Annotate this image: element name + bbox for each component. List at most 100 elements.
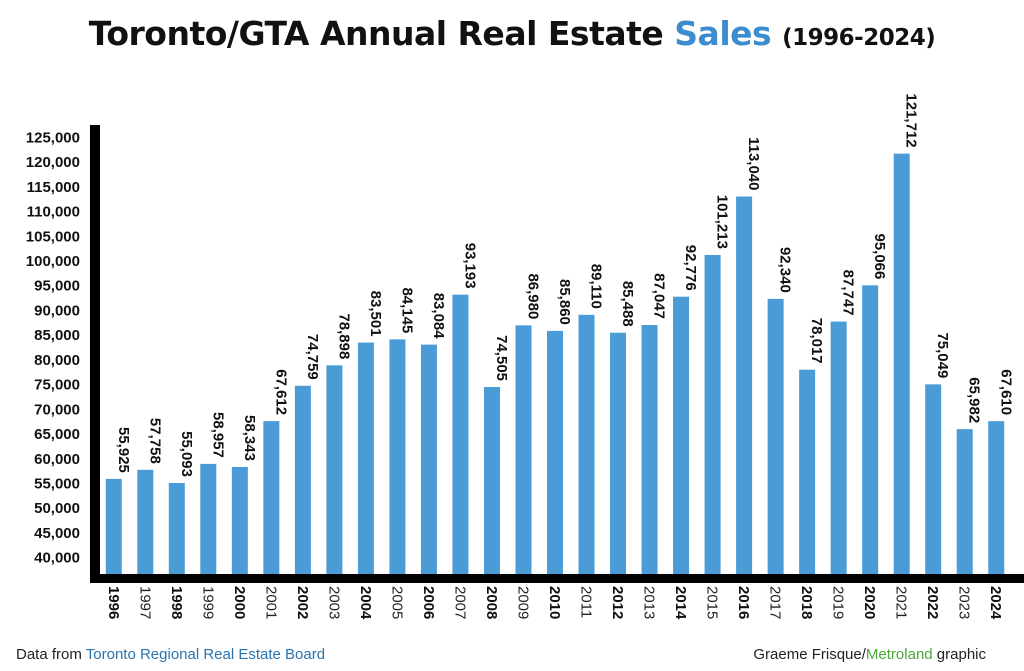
x-tick-label: 1997 — [136, 586, 153, 619]
bar — [294, 385, 311, 574]
data-label: 84,145 — [398, 287, 415, 333]
x-tick-label: 2007 — [451, 586, 468, 619]
bar — [515, 325, 532, 574]
data-label: 67,612 — [272, 369, 289, 415]
chart-title: Toronto/GTA Annual Real Estate Sales (19… — [0, 14, 1024, 53]
data-label: 85,860 — [556, 279, 573, 325]
bar — [704, 254, 721, 574]
bar — [105, 478, 122, 574]
x-tick-label: 1998 — [168, 586, 185, 619]
y-tick-label: 110,000 — [27, 204, 80, 221]
data-label: 92,340 — [777, 247, 794, 293]
data-label: 89,110 — [588, 264, 605, 309]
x-tick-label: 2010 — [546, 586, 563, 619]
data-label: 78,017 — [808, 318, 825, 364]
source-link[interactable]: Toronto Regional Real Estate Board — [85, 646, 326, 663]
x-tick-label: 2011 — [578, 586, 595, 618]
data-label: 58,343 — [241, 415, 258, 461]
bar — [767, 298, 784, 574]
bar — [830, 321, 847, 574]
bar — [357, 342, 374, 574]
data-label: 85,488 — [619, 281, 636, 327]
bar — [736, 196, 753, 574]
y-tick-label: 90,000 — [34, 302, 80, 319]
x-tick-label: 2001 — [262, 586, 279, 619]
bar — [547, 330, 563, 574]
x-tick-label: 2022 — [924, 586, 941, 619]
data-label: 95,066 — [871, 233, 888, 279]
data-label: 83,084 — [430, 293, 447, 340]
y-tick-label: 95,000 — [34, 278, 80, 295]
x-axis-line — [90, 574, 1024, 583]
x-tick-label: 2020 — [861, 586, 878, 619]
title-years: (1996-2024) — [782, 25, 936, 51]
y-axis-line — [90, 125, 100, 578]
y-tick-label: 85,000 — [34, 327, 80, 344]
y-tick-label: 40,000 — [34, 550, 80, 567]
y-tick-label: 105,000 — [26, 228, 80, 245]
data-label: 65,982 — [966, 377, 983, 423]
x-tick-label: 2015 — [704, 586, 721, 619]
bar — [610, 332, 627, 574]
data-label: 74,759 — [304, 334, 321, 380]
data-label: 113,040 — [745, 137, 762, 190]
y-tick-label: 125,000 — [26, 129, 80, 146]
source-note: Data from Toronto Regional Real Estate B… — [16, 646, 325, 663]
y-tick-label: 75,000 — [34, 377, 80, 394]
data-label: 57,758 — [146, 418, 163, 464]
x-tick-label: 2024 — [987, 586, 1004, 620]
y-tick-label: 65,000 — [34, 426, 80, 443]
data-label: 78,898 — [335, 313, 352, 359]
data-label: 87,747 — [840, 270, 857, 316]
bar — [263, 421, 280, 574]
x-tick-label: 1999 — [199, 586, 216, 619]
x-tick-label: 2005 — [388, 586, 405, 619]
x-tick-label: 2009 — [514, 586, 531, 619]
bar — [862, 285, 879, 574]
y-tick-label: 115,000 — [27, 179, 80, 196]
data-label: 93,193 — [461, 243, 478, 289]
title-highlight: Sales — [674, 14, 772, 53]
data-label: 67,610 — [997, 369, 1014, 415]
bar — [420, 344, 437, 574]
y-tick-label: 70,000 — [34, 401, 80, 418]
credit-name: Graeme Frisque/ — [753, 646, 866, 663]
x-tick-label: 2000 — [231, 586, 248, 619]
bar — [483, 387, 500, 574]
bar — [673, 296, 690, 574]
x-tick-label: 2008 — [483, 586, 500, 619]
data-label: 121,712 — [903, 93, 920, 147]
x-tick-label: 2019 — [830, 586, 847, 619]
data-label: 83,501 — [367, 291, 384, 337]
y-tick-label: 80,000 — [34, 352, 80, 369]
bar — [956, 429, 973, 574]
x-tick-label: 2018 — [798, 586, 815, 619]
bar — [893, 153, 910, 574]
bar — [641, 325, 658, 574]
bar — [200, 463, 217, 574]
x-tick-label: 2014 — [672, 586, 689, 620]
x-tick-label: 2006 — [420, 586, 437, 619]
y-tick-label: 55,000 — [34, 475, 80, 492]
x-tick-label: 2021 — [893, 586, 910, 619]
bar — [137, 469, 154, 574]
x-tick-label: 2023 — [956, 586, 973, 619]
data-label: 75,049 — [934, 332, 951, 378]
x-tick-label: 2013 — [641, 586, 658, 619]
data-label: 58,957 — [209, 412, 226, 458]
data-label: 55,093 — [178, 431, 195, 477]
y-tick-label: 100,000 — [26, 253, 80, 270]
y-tick-label: 60,000 — [34, 451, 80, 468]
bar — [925, 384, 942, 574]
bar — [452, 294, 469, 574]
data-label: 87,047 — [651, 273, 668, 319]
credit-suffix: graphic — [936, 646, 986, 663]
data-label: 55,925 — [115, 427, 132, 473]
bar — [231, 466, 248, 574]
data-label: 74,505 — [493, 335, 510, 381]
credit-org: Metroland — [865, 646, 933, 663]
data-label: 86,980 — [524, 273, 541, 319]
bar — [168, 483, 185, 574]
bar — [988, 421, 1005, 574]
